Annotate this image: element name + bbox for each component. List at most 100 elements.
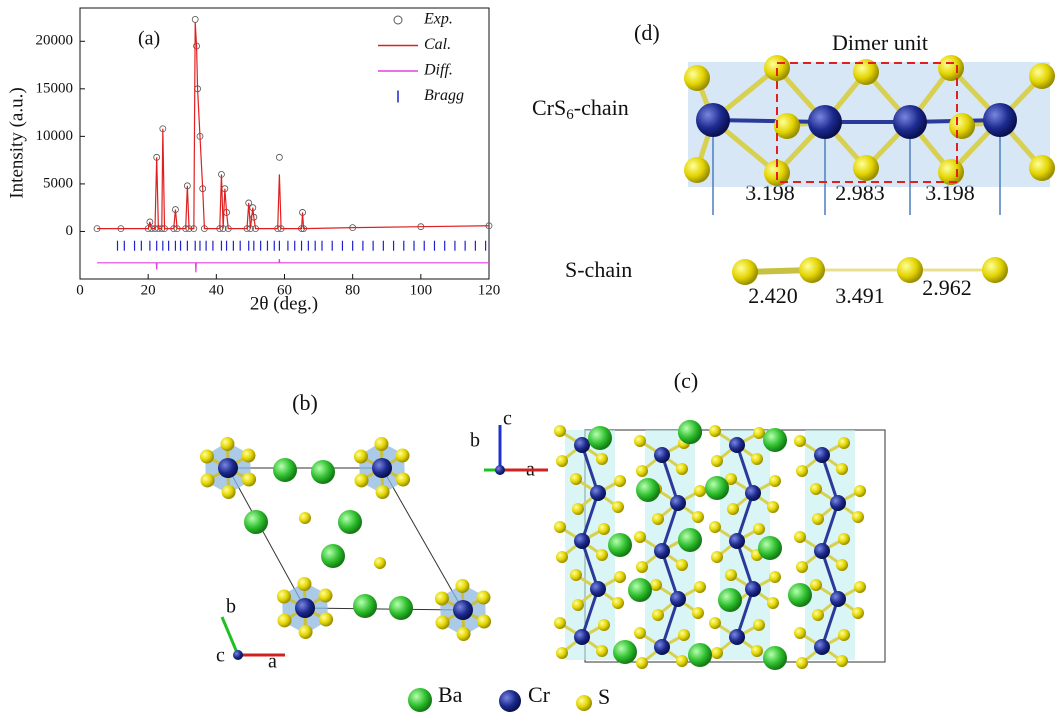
atom [718, 588, 742, 612]
atom [810, 579, 822, 591]
atom [767, 597, 779, 609]
atom [614, 571, 626, 583]
legend-label: Ba [438, 682, 463, 707]
atom [295, 598, 315, 618]
x-tick-label: 20 [141, 282, 156, 298]
atom [678, 420, 702, 444]
x-tick-label: 120 [478, 282, 501, 298]
x-tick-label: 40 [209, 282, 224, 298]
atom [277, 589, 291, 603]
atom [694, 581, 706, 593]
axis-b: b [470, 430, 480, 452]
atom [676, 463, 688, 475]
atom [220, 437, 234, 451]
atom [852, 511, 864, 523]
atom [241, 449, 255, 463]
atom [372, 458, 392, 478]
atom [612, 501, 624, 513]
ba-symbol [408, 688, 432, 712]
atom [477, 615, 491, 629]
exp-point [276, 154, 282, 160]
atom [476, 591, 490, 605]
series-line [97, 22, 489, 228]
atom [854, 581, 866, 593]
atom [830, 495, 846, 511]
atom [613, 640, 637, 664]
atom [608, 533, 632, 557]
x-tick-label: 0 [76, 282, 84, 298]
atom [745, 485, 761, 501]
cr-symbol [499, 690, 521, 712]
atom [389, 596, 413, 620]
atom [299, 512, 311, 524]
figure: (a) 2θ (deg.) Intensity (a.u.) 020406080… [0, 0, 1056, 719]
axis-b: b [226, 596, 236, 618]
atom [709, 617, 721, 629]
atom [321, 544, 345, 568]
y-tick-label: 10000 [36, 128, 74, 144]
atom [830, 591, 846, 607]
atom [729, 533, 745, 549]
atom [684, 65, 710, 91]
atom [949, 113, 975, 139]
atom [338, 510, 362, 534]
atom [634, 435, 646, 447]
atom [711, 647, 723, 659]
atom [396, 473, 410, 487]
atom [374, 557, 386, 569]
atom [982, 257, 1008, 283]
atom [711, 551, 723, 563]
x-tick-label: 80 [345, 282, 360, 298]
atom [628, 578, 652, 602]
atom [688, 643, 712, 667]
x-tick-label: 60 [277, 282, 292, 298]
atom [636, 465, 648, 477]
atom [278, 613, 292, 627]
atom [636, 657, 648, 669]
panel-label: (d) [634, 20, 660, 45]
atom [709, 521, 721, 533]
atom [554, 425, 566, 437]
atom [353, 594, 377, 618]
atom [574, 533, 590, 549]
atom [556, 551, 568, 563]
atom [692, 607, 704, 619]
distance: 2.420 [748, 283, 798, 308]
atom [836, 655, 848, 667]
atom [297, 577, 311, 591]
atom [634, 531, 646, 543]
legend-label: Diff. [423, 62, 453, 79]
atom [435, 591, 449, 605]
atom [769, 475, 781, 487]
xrd-chart: (a) 2θ (deg.) Intensity (a.u.) 020406080… [6, 8, 500, 314]
atom [455, 579, 469, 593]
atom [554, 617, 566, 629]
atom [729, 629, 745, 645]
atom [244, 510, 268, 534]
atom [556, 455, 568, 467]
axis-c: c [503, 408, 512, 430]
atom [745, 581, 761, 597]
atom [596, 453, 608, 465]
atom [711, 455, 723, 467]
atom [554, 521, 566, 533]
atom [705, 476, 729, 500]
atom [769, 571, 781, 583]
atom [596, 549, 608, 561]
atom [652, 609, 664, 621]
atom [572, 503, 584, 515]
distance: 2.962 [922, 275, 972, 300]
atom [753, 523, 765, 535]
atom [838, 437, 850, 449]
atom [727, 503, 739, 515]
atom [709, 425, 721, 437]
bond [305, 608, 463, 610]
atom-legend: Ba Cr S [408, 682, 610, 712]
atom [938, 55, 964, 81]
x-tick-label: 100 [410, 282, 433, 298]
atom [836, 559, 848, 571]
atom [812, 513, 824, 525]
atom [678, 629, 690, 641]
atom [732, 259, 758, 285]
atom [676, 655, 688, 667]
